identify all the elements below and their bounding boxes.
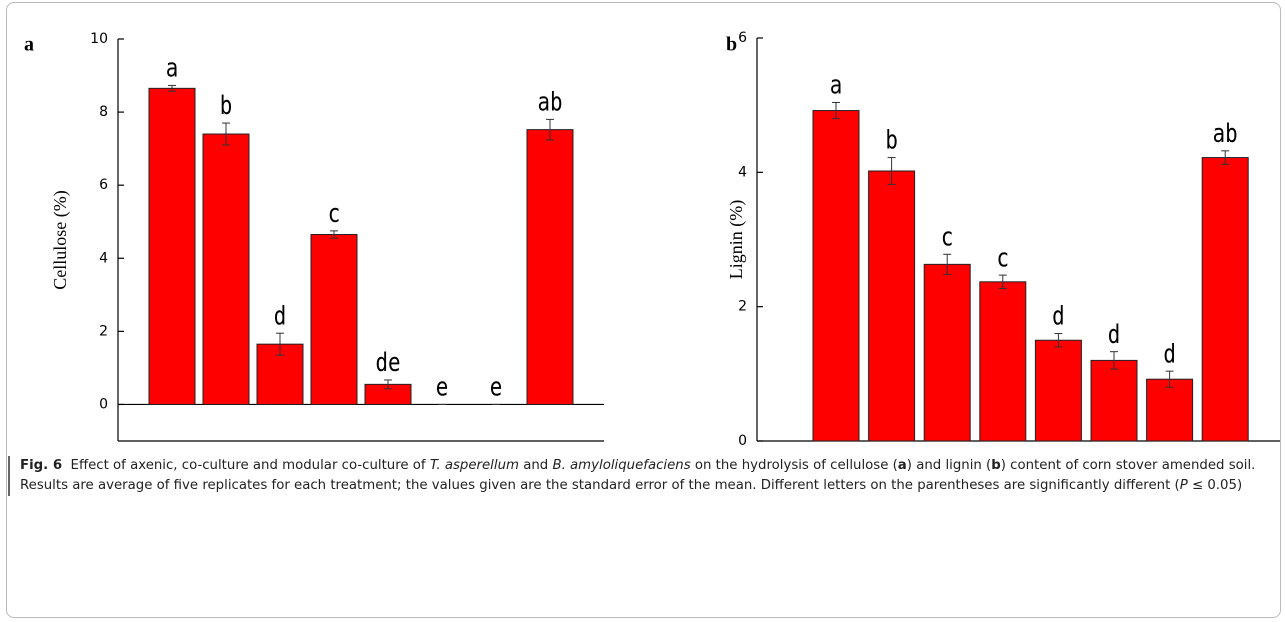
y-axis-label: Cellulose (%) bbox=[50, 190, 71, 289]
y-tick-label: 6 bbox=[738, 30, 747, 46]
bar bbox=[868, 170, 916, 442]
significance-letter: d bbox=[1108, 319, 1121, 350]
significance-letter: c bbox=[941, 221, 954, 252]
y-tick-label: 8 bbox=[99, 104, 108, 120]
panel-label: a bbox=[24, 34, 34, 56]
caption-text: b bbox=[991, 458, 1001, 473]
significance-letter: b bbox=[220, 90, 233, 121]
bar bbox=[148, 87, 196, 405]
significance-letter: a bbox=[830, 69, 843, 100]
y-tick-label: 2 bbox=[99, 323, 108, 339]
significance-letter: d bbox=[1052, 300, 1065, 331]
significance-letter: e bbox=[490, 371, 503, 402]
significance-letter: d bbox=[1163, 338, 1176, 369]
panel-label: b bbox=[726, 34, 737, 56]
y-tick-label: 0 bbox=[99, 396, 108, 412]
caption-text: B. amyloliquefaciens bbox=[552, 458, 691, 473]
y-tick-label: 4 bbox=[738, 164, 747, 180]
bar bbox=[1201, 157, 1249, 442]
y-axis-label: Lignin (%) bbox=[726, 200, 747, 279]
significance-letter: c bbox=[328, 198, 341, 229]
caption-text: P bbox=[1179, 478, 1188, 493]
caption: Fig. 6 Effect of axenic, co-culture and … bbox=[8, 456, 1275, 496]
caption-text: Effect of axenic, co-culture and modular… bbox=[62, 458, 430, 473]
y-tick-label: 0 bbox=[738, 433, 747, 449]
significance-letter: ab bbox=[537, 86, 562, 117]
significance-letter: ab bbox=[1213, 118, 1238, 149]
bar bbox=[1146, 378, 1194, 442]
bar bbox=[526, 129, 574, 405]
bar bbox=[202, 133, 250, 405]
y-tick-label: 10 bbox=[90, 31, 108, 47]
frame bbox=[6, 2, 1281, 618]
significance-letter: a bbox=[166, 52, 179, 83]
bar bbox=[1090, 359, 1138, 442]
caption-text: T. asperellum bbox=[429, 458, 519, 473]
caption-text: a bbox=[897, 458, 907, 473]
significance-letter: c bbox=[997, 242, 1010, 273]
caption-text: and bbox=[518, 458, 553, 473]
bar bbox=[923, 263, 971, 442]
caption-text: ≤ 0.05) bbox=[1187, 478, 1243, 493]
bar bbox=[812, 110, 860, 442]
significance-letter: de bbox=[375, 347, 400, 378]
caption-text: on the hydrolysis of cellulose ( bbox=[690, 458, 898, 473]
caption-text: ) and lignin ( bbox=[906, 458, 992, 473]
y-tick-label: 4 bbox=[99, 250, 108, 266]
bar bbox=[979, 281, 1027, 442]
y-tick-label: 6 bbox=[99, 177, 108, 193]
bar bbox=[1034, 339, 1082, 442]
caption-text: ) content of corn stover amended soil. R… bbox=[20, 458, 1260, 493]
caption-text: Fig. 6 bbox=[20, 458, 63, 473]
significance-letter: b bbox=[885, 124, 898, 155]
significance-letter: e bbox=[436, 371, 449, 402]
bar bbox=[310, 234, 358, 405]
significance-letter: d bbox=[274, 300, 287, 331]
y-tick-label: 2 bbox=[738, 299, 747, 315]
